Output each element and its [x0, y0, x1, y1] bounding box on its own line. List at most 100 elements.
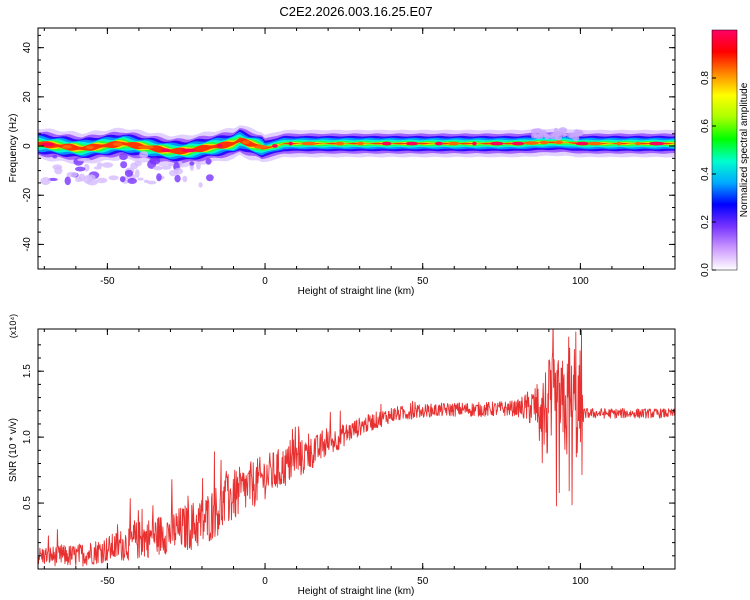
heatmap-speck: [40, 177, 51, 185]
heatmap-hotspot: [181, 148, 197, 153]
heatmap-hotspot: [242, 140, 250, 145]
bottom-axis-ticks: -50 0 50 100 0.5 1.0 1.5: [22, 329, 676, 587]
top-y-tick-label: 0: [22, 143, 33, 149]
bottom-y-axis-label: SNR (10 * v/v): [8, 418, 19, 482]
heatmap-hotspot: [301, 141, 317, 146]
top-x-tick-label: 0: [262, 276, 268, 287]
colorbar-label: Normalized spectral amplitude: [739, 82, 750, 217]
colorbar: [711, 29, 738, 271]
heatmap-speck: [563, 132, 568, 137]
top-x-axis-label: Height of straight line (km): [298, 286, 415, 297]
heatmap-band-7: [38, 137, 675, 155]
heatmap-speck: [147, 180, 157, 185]
heatmap-speck: [531, 128, 538, 136]
heatmap-speck: [93, 166, 102, 170]
heatmap-hotspot: [40, 142, 55, 147]
heatmap-hotspot: [635, 141, 641, 146]
heatmap-speck: [127, 177, 138, 185]
heatmap-speck: [573, 129, 580, 137]
heatmap-speck: [83, 163, 90, 172]
bottom-x-tick-label: -50: [100, 576, 115, 587]
heatmap-hotspot: [523, 141, 540, 145]
heatmap-speck: [52, 154, 58, 159]
heatmap-speck: [66, 171, 78, 178]
top-y-tick-label: -40: [22, 237, 33, 252]
bottom-x-axis-label: Height of straight line (km): [298, 586, 415, 597]
bottom-plot-frame: [37, 328, 676, 570]
heatmap-hotspot: [435, 141, 443, 146]
heatmap-speck: [189, 161, 195, 166]
heatmap-hotspot: [357, 141, 364, 146]
heatmap-speck: [124, 169, 134, 177]
heatmap-speck: [174, 174, 181, 183]
heatmap-hotspot: [616, 141, 622, 146]
bottom-y-tick-label: 0.5: [22, 496, 33, 510]
colorbar-ticks: 0.0 0.2 0.4 0.6 0.8: [700, 71, 716, 277]
heatmap-hotspot: [489, 141, 504, 146]
heatmap-speck: [572, 134, 580, 142]
heatmap-hotspot: [112, 142, 123, 146]
heatmap-hotspot: [161, 148, 171, 153]
heatmap-speck: [568, 134, 574, 139]
heatmap-speck: [108, 175, 119, 181]
heatmap-speck: [198, 182, 203, 188]
heatmap-speck: [54, 166, 63, 175]
heatmap-hotspot: [85, 145, 94, 150]
top-x-tick-label: -50: [100, 276, 115, 287]
heatmap-hotspot: [138, 145, 154, 149]
top-y-tick-label: -20: [22, 188, 33, 203]
bottom-y-tick-label: 1.0: [22, 430, 33, 444]
heatmap-speck: [544, 134, 551, 140]
heatmap-hotspot: [272, 144, 278, 148]
heatmap-speck: [64, 176, 71, 186]
bottom-x-tick-label: 0: [262, 576, 268, 587]
bottom-y-tick-label: 1.5: [22, 364, 33, 378]
colorbar-tick-label: 0.0: [700, 263, 711, 277]
heatmap-hotspot: [381, 141, 392, 146]
top-y-tick-label: 40: [22, 42, 33, 54]
heatmap-speck: [139, 151, 149, 159]
top-y-axis-label: Frequency (Hz): [8, 114, 19, 183]
heatmap-speck: [156, 173, 162, 182]
heatmap-speck: [80, 157, 91, 162]
spectrogram-heatmap: [38, 125, 675, 188]
heatmap-speck: [137, 177, 144, 181]
heatmap-hotspot: [511, 141, 525, 146]
heatmap-speck: [530, 133, 537, 139]
heatmap-speck: [205, 158, 212, 165]
heatmap-speck: [96, 177, 108, 184]
bottom-x-tick-label: 100: [572, 576, 589, 587]
heatmap-speck: [101, 162, 114, 168]
heatmap-hotspot: [539, 140, 549, 145]
heatmap-speck: [161, 165, 172, 170]
heatmap-hotspot: [288, 141, 293, 146]
colorbar-tick-label: 0.4: [700, 167, 711, 181]
bottom-y-scale-label: (x10⁴): [8, 314, 18, 338]
top-x-tick-label: 100: [572, 276, 589, 287]
top-x-tick-label: 50: [417, 276, 429, 287]
heatmap-speck: [196, 161, 201, 170]
heatmap-speck: [96, 162, 103, 168]
heatmap-hotspot: [587, 141, 602, 146]
heatmap-hotspot: [575, 141, 589, 146]
heatmap-speck: [74, 166, 86, 172]
heatmap-hotspot: [62, 145, 72, 149]
heatmap-speck: [120, 161, 128, 169]
heatmap-speck: [134, 169, 140, 178]
heatmap-speck: [153, 165, 163, 171]
heatmap-hotspot: [335, 141, 345, 146]
heatmap-speck: [119, 153, 128, 161]
heatmap-hotspot: [447, 141, 460, 146]
heatmap-speck: [554, 133, 563, 141]
heatmap-hotspot: [472, 141, 477, 146]
heatmap-hotspot: [648, 141, 665, 146]
heatmap-speck: [143, 179, 150, 183]
heatmap-speck: [173, 167, 183, 175]
heatmap-speck: [182, 175, 188, 183]
heatmap-hotspot: [253, 145, 269, 149]
heatmap-speck: [149, 157, 161, 165]
heatmap-speck: [205, 174, 214, 182]
colorbar-tick-label: 0.6: [700, 119, 711, 133]
heatmap-speck: [134, 160, 142, 167]
